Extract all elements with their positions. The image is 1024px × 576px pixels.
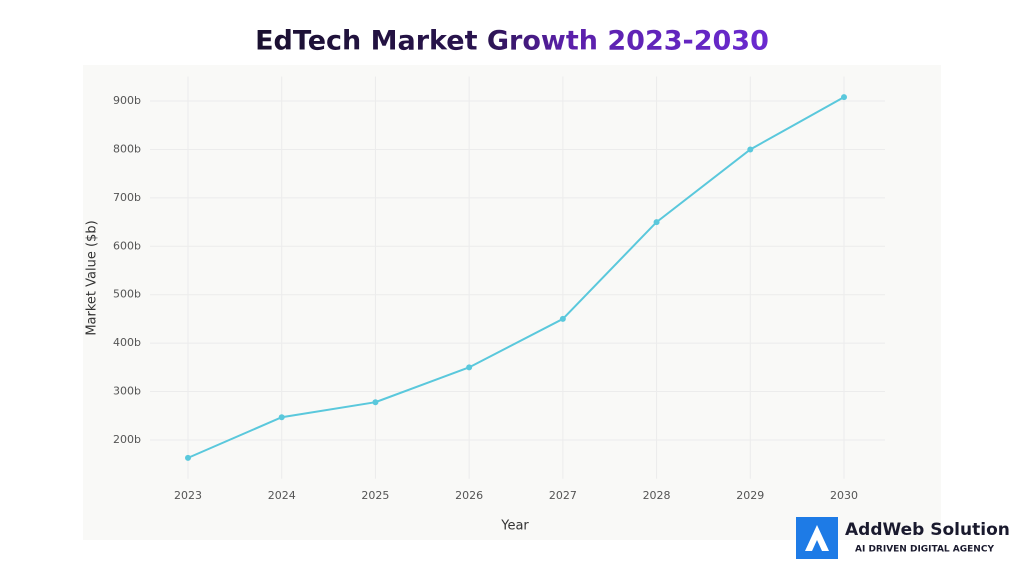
x-tick-label: 2025 (361, 489, 389, 502)
plot-background (83, 65, 941, 540)
x-axis-title: Year (500, 519, 529, 534)
data-point (278, 414, 285, 421)
y-tick-label: 500b (113, 288, 141, 301)
data-point (185, 454, 191, 461)
data-point (372, 399, 379, 406)
data-point (466, 364, 473, 371)
x-tick-label: 2023 (174, 489, 202, 502)
y-tick-label: 600b (113, 239, 141, 252)
y-tick-label: 800b (113, 142, 141, 155)
x-tick-label: 2027 (549, 489, 577, 502)
data-line (187, 96, 845, 459)
y-tick-label: 400b (113, 336, 141, 349)
y-tick-label: 300b (113, 385, 141, 398)
logo-name: AddWeb Solution (845, 520, 1010, 540)
data-point (653, 219, 660, 226)
x-tick-label: 2028 (643, 489, 671, 502)
x-tick-label: 2026 (455, 489, 483, 502)
y-tick-label: 200b (113, 433, 141, 446)
y-axis-title: Market Value ($b) (85, 220, 100, 335)
logo-glyph (805, 525, 829, 551)
data-point (841, 94, 847, 101)
y-tick-label: 900b (113, 94, 141, 107)
data-point (747, 146, 754, 153)
logo-tagline: AI DRIVEN DIGITAL AGENCY (855, 545, 994, 555)
x-tick-label: 2029 (736, 489, 764, 502)
chart-title: EdTech Market Growth 2023-2030 (255, 26, 769, 57)
data-point (559, 315, 566, 322)
x-tick-label: 2030 (830, 489, 858, 502)
x-tick-label: 2024 (268, 489, 296, 502)
logo: AddWeb Solution AI DRIVEN DIGITAL AGENCY (796, 517, 1010, 559)
y-tick-label: 700b (113, 191, 141, 204)
